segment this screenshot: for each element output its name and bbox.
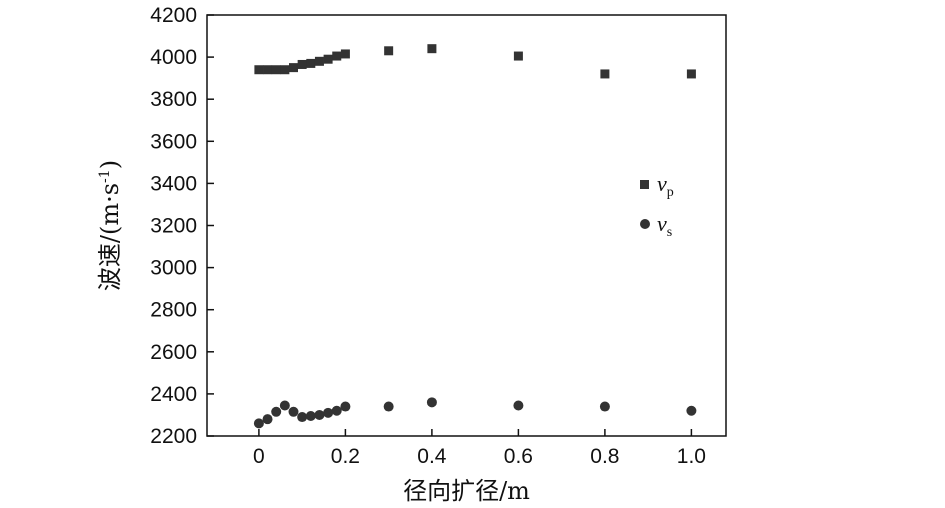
- point-vp: [263, 65, 273, 75]
- point-vs: [262, 414, 273, 425]
- point-vs: [686, 405, 697, 416]
- x-axis-label: 径向扩径/m: [403, 477, 530, 505]
- x-tick-label: 0.6: [504, 445, 533, 468]
- y-tick-label: 3000: [150, 257, 197, 280]
- point-vp: [600, 69, 610, 79]
- y-tick-label: 2800: [150, 299, 197, 322]
- point-vs: [513, 400, 524, 411]
- x-tick-label: 0: [253, 445, 265, 468]
- point-vp: [427, 44, 437, 54]
- point-vp: [314, 56, 324, 66]
- x-axis-ticks: 0 0.2 0.4 0.6 0.8 1.0: [253, 429, 706, 468]
- y-axis-ticks: 2200 2400 2600 2800 3000 3200 3400 3600 3800 4000…: [150, 4, 214, 448]
- point-vs: [426, 397, 437, 408]
- point-vs: [288, 406, 299, 417]
- legend-label-vp: vp: [657, 171, 674, 200]
- point-vp: [332, 51, 342, 61]
- point-vs: [383, 401, 394, 412]
- x-tick-label: 0.8: [590, 445, 619, 468]
- plot-frame: [206, 14, 727, 437]
- point-vp: [297, 59, 307, 69]
- point-vp: [289, 63, 298, 73]
- y-tick-label: 4200: [150, 4, 197, 27]
- point-vs: [305, 411, 316, 422]
- y-tick-label: 2400: [150, 383, 197, 406]
- x-tick-label: 1.0: [677, 445, 706, 468]
- y-tick-label: 2600: [150, 341, 197, 364]
- x-tick-label: 0.2: [331, 445, 360, 468]
- point-vs: [340, 401, 351, 412]
- x-tick-label: 0.4: [417, 445, 447, 468]
- point-vp: [254, 65, 264, 75]
- y-tick-label: 3800: [150, 88, 197, 111]
- point-vp: [340, 49, 350, 59]
- y-tick-label: 3400: [150, 172, 197, 195]
- y-tick-label: 2200: [150, 425, 197, 448]
- point-vp: [686, 69, 696, 79]
- point-vs: [323, 407, 334, 418]
- y-tick-label: 3200: [150, 215, 197, 238]
- point-vs: [297, 412, 308, 423]
- point-vs: [331, 405, 342, 416]
- point-vs: [271, 406, 282, 417]
- data-points: [253, 44, 697, 429]
- legend: vp vs: [640, 171, 674, 240]
- point-vp: [384, 46, 394, 56]
- point-vs: [314, 409, 325, 420]
- y-tick-label: 3600: [150, 130, 197, 153]
- point-vp: [323, 54, 333, 64]
- y-tick-label: 4000: [150, 46, 197, 69]
- point-vp: [513, 51, 523, 61]
- point-vs: [599, 401, 610, 412]
- point-vp: [306, 58, 316, 68]
- legend-marker-vs: [640, 219, 650, 229]
- legend-marker-vp: [640, 180, 649, 189]
- legend-label-vs: vs: [657, 211, 672, 240]
- point-vs: [253, 418, 264, 429]
- point-vp: [271, 65, 281, 75]
- y-axis-label: 波速/(m·s-1): [96, 160, 124, 291]
- point-vs: [279, 400, 290, 411]
- point-vp: [280, 65, 290, 75]
